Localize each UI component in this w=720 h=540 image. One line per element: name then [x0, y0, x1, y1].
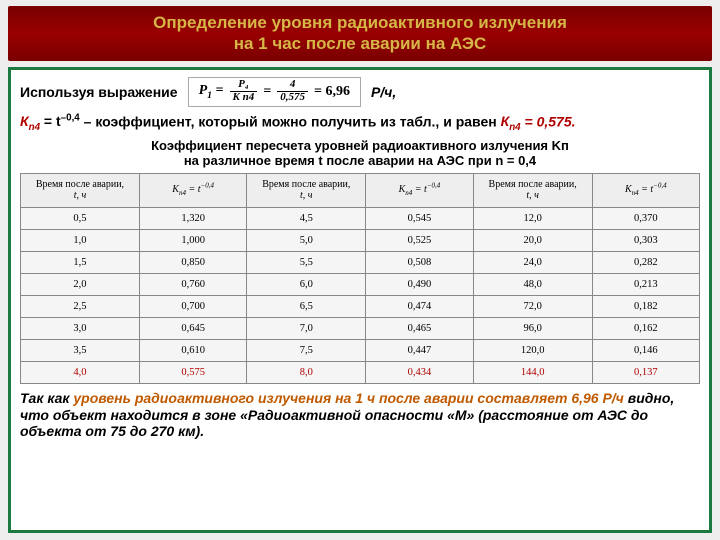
table-cell: 0,465	[366, 317, 473, 339]
table-cell: 4,5	[247, 207, 366, 229]
kn4-value: = 0,575.	[521, 113, 576, 129]
slide: Определение уровня радиоактивного излуче…	[0, 0, 720, 540]
table-cell: 24,0	[473, 251, 592, 273]
caption-l2: на различное время t после аварии на АЭС…	[184, 153, 536, 168]
table-cell: 144,0	[473, 361, 592, 383]
table-body: 0,51,3204,50,54512,00,3701,01,0005,00,52…	[21, 207, 700, 383]
table-row: 2,50,7006,50,47472,00,182	[21, 295, 700, 317]
slide-title: Определение уровня радиоактивного излуче…	[8, 6, 712, 61]
table-cell: 0,182	[592, 295, 699, 317]
table-cell: 0,5	[21, 207, 140, 229]
table-cell: 4,0	[21, 361, 140, 383]
table-cell: 0,447	[366, 339, 473, 361]
table-cell: 0,303	[592, 229, 699, 251]
table-cell: 0,490	[366, 273, 473, 295]
th-time-2: Время после аварии,t, ч	[247, 173, 366, 207]
table-cell: 6,0	[247, 273, 366, 295]
kn4-symbol-2: Кn4	[501, 113, 521, 129]
table-cell: 7,5	[247, 339, 366, 361]
formula-p1: P1 =	[199, 83, 224, 101]
formula-unit: Р/ч,	[371, 84, 396, 100]
table-cell: 0,610	[139, 339, 246, 361]
table-cell: 20,0	[473, 229, 592, 251]
table-cell: 6,5	[247, 295, 366, 317]
table-cell: 0,850	[139, 251, 246, 273]
coeff-rest: – коэффициент, который можно получить из…	[80, 113, 501, 129]
table-cell: 0,162	[592, 317, 699, 339]
using-label: Используя выражение	[20, 84, 178, 100]
coefficient-table: Время после аварии,t, ч Kn4 = t−0,4 Врем…	[20, 173, 700, 384]
table-cell: 0,370	[592, 207, 699, 229]
conclusion-pre: Так как	[20, 390, 73, 406]
frac-1: P₄ K n4	[230, 79, 258, 103]
frac-2: 4 0,575	[277, 79, 308, 103]
table-cell: 1,5	[21, 251, 140, 273]
table-cell: 8,0	[247, 361, 366, 383]
conclusion: Так как уровень радиоактивного излучения…	[20, 390, 700, 440]
table-cell: 0,474	[366, 295, 473, 317]
coeff-eq: = t–0,4	[40, 113, 80, 129]
content-box: Используя выражение P1 = P₄ K n4 = 4 0,5…	[8, 67, 712, 533]
th-time-3: Время после аварии,t, ч	[473, 173, 592, 207]
title-line-1: Определение уровня радиоактивного излуче…	[153, 13, 567, 32]
kn4-symbol-1: Кn4	[20, 113, 40, 129]
coeff-desc: Кn4 = t–0,4 – коэффициент, который можно…	[20, 113, 700, 134]
table-cell: 0,213	[592, 273, 699, 295]
table-cell: 7,0	[247, 317, 366, 339]
intro-row: Используя выражение P1 = P₄ K n4 = 4 0,5…	[20, 77, 700, 107]
table-cell: 0,434	[366, 361, 473, 383]
table-header: Время после аварии,t, ч Kn4 = t−0,4 Врем…	[21, 173, 700, 207]
equal-1: =	[263, 84, 271, 100]
table-cell: 72,0	[473, 295, 592, 317]
table-cell: 5,0	[247, 229, 366, 251]
conclusion-orange: уровень радиоактивного излучения на 1 ч …	[73, 390, 623, 406]
table-cell: 1,0	[21, 229, 140, 251]
table-cell: 0,760	[139, 273, 246, 295]
table-cell: 0,137	[592, 361, 699, 383]
table-caption: Коэффициент пересчета уровней радиоактив…	[20, 138, 700, 169]
th-time-1: Время после аварии,t, ч	[21, 173, 140, 207]
table-cell: 2,0	[21, 273, 140, 295]
table-row: 2,00,7606,00,49048,00,213	[21, 273, 700, 295]
th-k-2: Kn4 = t−0,4	[366, 173, 473, 207]
table-row: 3,00,6457,00,46596,00,162	[21, 317, 700, 339]
table-cell: 96,0	[473, 317, 592, 339]
table-row: 3,50,6107,50,447120,00,146	[21, 339, 700, 361]
table-row: 4,00,5758,00,434144,00,137	[21, 361, 700, 383]
th-k-1: Kn4 = t−0,4	[139, 173, 246, 207]
table-row: 1,50,8505,50,50824,00,282	[21, 251, 700, 273]
table-cell: 1,000	[139, 229, 246, 251]
table-cell: 0,146	[592, 339, 699, 361]
th-k-3: Kn4 = t−0,4	[592, 173, 699, 207]
title-line-2: на 1 час после аварии на АЭС	[234, 34, 487, 53]
table-cell: 3,5	[21, 339, 140, 361]
table-cell: 0,525	[366, 229, 473, 251]
table-cell: 2,5	[21, 295, 140, 317]
table-cell: 120,0	[473, 339, 592, 361]
table-cell: 0,575	[139, 361, 246, 383]
table-cell: 0,700	[139, 295, 246, 317]
table-row: 0,51,3204,50,54512,00,370	[21, 207, 700, 229]
table-cell: 0,508	[366, 251, 473, 273]
table-cell: 0,282	[592, 251, 699, 273]
table-cell: 1,320	[139, 207, 246, 229]
table-cell: 3,0	[21, 317, 140, 339]
formula-box: P1 = P₄ K n4 = 4 0,575 = 6,96	[188, 77, 361, 107]
caption-l1: Коэффициент пересчета уровней радиоактив…	[151, 138, 569, 153]
table-cell: 0,645	[139, 317, 246, 339]
table-row: 1,01,0005,00,52520,00,303	[21, 229, 700, 251]
table-cell: 5,5	[247, 251, 366, 273]
formula-result: = 6,96	[314, 84, 350, 100]
table-cell: 12,0	[473, 207, 592, 229]
table-cell: 48,0	[473, 273, 592, 295]
table-cell: 0,545	[366, 207, 473, 229]
